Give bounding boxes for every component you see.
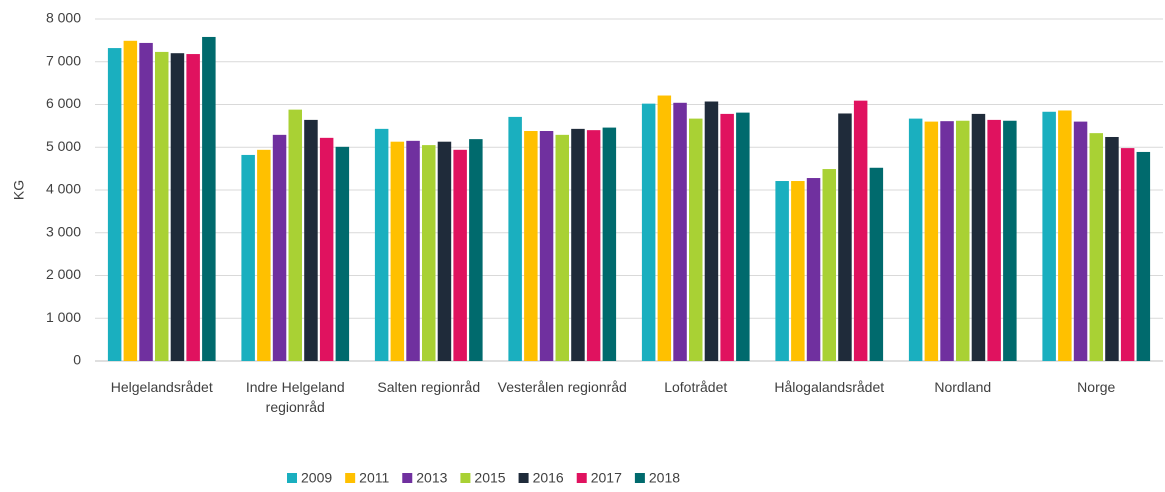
x-tick-label: Norge (1077, 379, 1116, 395)
legend-swatch (345, 473, 356, 483)
bar (1073, 121, 1088, 361)
legend-swatch (460, 473, 471, 483)
legend-swatch (576, 473, 587, 483)
bar (673, 102, 687, 361)
bar (1105, 136, 1119, 361)
bar (924, 121, 939, 361)
bar (539, 131, 554, 361)
x-tick-label: Indre Helgeland regionråd (245, 379, 345, 415)
bar (720, 113, 734, 361)
bar (806, 178, 821, 361)
bar (791, 181, 805, 361)
bar (335, 146, 350, 361)
bar (641, 103, 656, 362)
y-tick-label: 7 000 (46, 52, 81, 68)
bar (186, 54, 200, 362)
bar (869, 167, 884, 361)
legend-label: 2015 (474, 470, 505, 486)
bar (524, 131, 538, 361)
y-tick-label: 6 000 (46, 95, 81, 111)
bar (571, 128, 585, 361)
bar (838, 113, 852, 361)
bar (107, 48, 122, 361)
legend-swatch (287, 473, 297, 483)
x-tick-label: Lofotrådet (664, 379, 728, 395)
bar (908, 118, 923, 361)
bar (304, 119, 318, 361)
bar (971, 113, 986, 361)
bar (469, 139, 483, 361)
bar (853, 100, 868, 361)
bar (139, 42, 153, 361)
y-axis-label: KG (11, 180, 27, 200)
bar (822, 169, 836, 361)
bar (657, 95, 672, 362)
bar (987, 119, 1001, 361)
bar (956, 120, 970, 362)
bar (736, 112, 750, 361)
bar (1136, 151, 1151, 361)
y-tick-label: 4 000 (46, 181, 81, 197)
bar (1042, 111, 1056, 361)
legend-label: 2009 (301, 470, 332, 486)
legend-swatch (402, 473, 413, 483)
x-tick-label: Vesterålen regionråd (497, 379, 627, 395)
bar (602, 127, 617, 362)
bar (123, 40, 138, 362)
x-tick-label: Helgelandsrådet (110, 379, 213, 395)
y-tick-label: 5 000 (46, 138, 81, 154)
x-tick-label: Salten regionråd (377, 379, 481, 395)
bar (453, 149, 467, 361)
bar (704, 101, 719, 361)
bar (437, 141, 452, 361)
y-tick-label: 0 (73, 352, 81, 368)
bar (241, 154, 255, 361)
bar (689, 118, 703, 361)
bar (1058, 110, 1072, 361)
bar (555, 134, 569, 361)
bar (406, 140, 420, 361)
bar (1003, 120, 1017, 362)
bar (586, 130, 601, 361)
legend-label: 2018 (649, 470, 680, 486)
bar (1120, 148, 1135, 361)
legend-swatch (518, 473, 529, 483)
bar (940, 121, 954, 361)
x-tick-label: Nordland (934, 379, 992, 395)
bar (288, 109, 302, 361)
bar (319, 137, 334, 361)
legend-label: 2011 (359, 470, 389, 486)
x-tick-label: Hålogalandsrådet (774, 379, 885, 395)
bar (170, 53, 185, 361)
bar (155, 51, 169, 361)
y-tick-label: 1 000 (46, 309, 81, 325)
bar (272, 134, 287, 361)
legend-label: 2016 (533, 470, 564, 486)
bar (374, 128, 389, 361)
bar (202, 36, 216, 362)
legend-label: 2017 (591, 470, 622, 486)
y-tick-label: 3 000 (46, 223, 81, 239)
bar (1089, 133, 1103, 361)
bar (775, 181, 789, 361)
bar (508, 116, 522, 362)
bar (422, 145, 436, 361)
legend-swatch (634, 473, 645, 483)
bar (257, 149, 271, 361)
legend-label: 2013 (416, 470, 447, 486)
y-tick-label: 8 000 (46, 10, 81, 26)
bar (390, 141, 405, 361)
y-tick-label: 2 000 (46, 266, 81, 282)
